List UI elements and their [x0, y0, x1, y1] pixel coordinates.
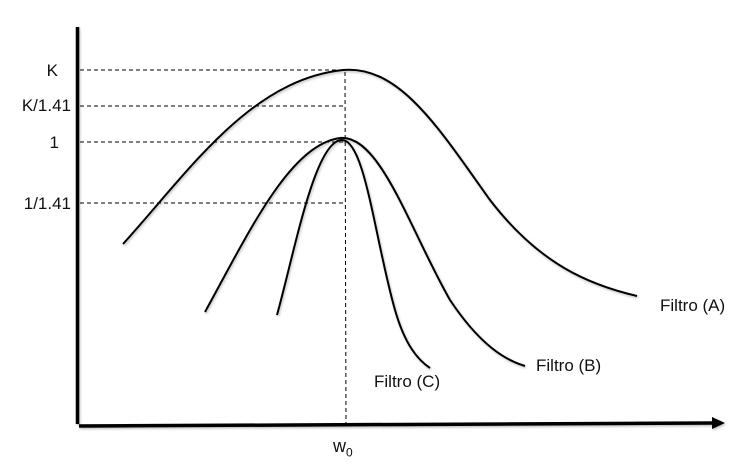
label-filtro-a: Filtro (A)	[660, 296, 726, 315]
x-label-w: w	[333, 436, 346, 456]
axes	[75, 27, 725, 429]
y-label-one: 1	[49, 133, 59, 152]
y-label-k: K	[46, 61, 58, 80]
x-axis	[78, 421, 715, 428]
x-label-w0: w0	[333, 437, 353, 459]
guide-w0	[344, 71, 347, 427]
x-axis-arrow-icon	[712, 417, 725, 429]
label-filtro-c: Filtro (C)	[374, 372, 441, 391]
guide-lines	[80, 69, 347, 427]
y-label-one-over-141: 1/1.41	[23, 194, 71, 213]
y-label-k-over-141: K/1.41	[21, 96, 71, 115]
curve-filtro-c	[276, 138, 431, 369]
curves	[122, 68, 638, 369]
curve-filtro-a	[122, 68, 638, 297]
curve-filtro-b	[204, 136, 526, 367]
x-label-subscript: 0	[346, 445, 353, 460]
label-filtro-b: Filtro (B)	[536, 356, 602, 375]
